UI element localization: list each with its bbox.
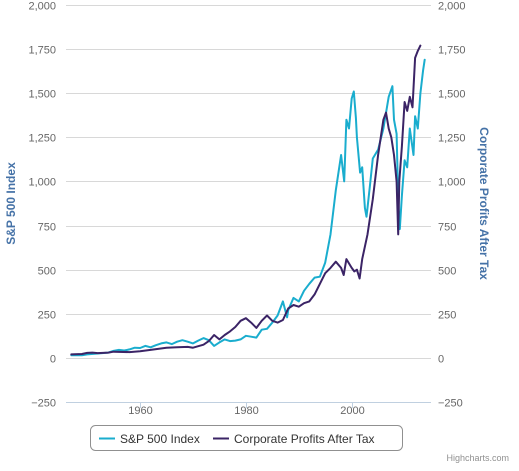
- y-left-tick-label: 1,250: [28, 133, 56, 145]
- y-right-tick-label: 1,250: [438, 133, 466, 145]
- y-left-tick-label: −250: [31, 398, 56, 410]
- credits-link[interactable]: Highcharts.com: [446, 453, 509, 463]
- series: [70, 44, 426, 357]
- legend-label-sp500: S&P 500 Index: [120, 432, 200, 446]
- legend-item-profits[interactable]: Corporate Profits After Tax: [213, 432, 375, 446]
- x-tick-label: 2000: [340, 405, 364, 417]
- y-axis-right-title: Corporate Profits After Tax: [477, 127, 491, 280]
- y-right-tick-label: −250: [438, 398, 463, 410]
- y-right-tick-label: 250: [438, 310, 456, 322]
- series-line-sp500[interactable]: [70, 58, 426, 357]
- y-right-tick-label: 1,750: [438, 45, 466, 57]
- x-tick-label: 1960: [128, 405, 152, 417]
- legend: S&P 500 Index Corporate Profits After Ta…: [90, 425, 403, 451]
- y-left-tick-label: 750: [38, 222, 56, 234]
- y-right-tick-label: 0: [438, 354, 444, 366]
- y-left-tick-label: 1,500: [28, 89, 56, 101]
- y-left-tick-label: 1,000: [28, 177, 56, 189]
- y-right-tick-label: 1,500: [438, 89, 466, 101]
- legend-label-profits: Corporate Profits After Tax: [234, 432, 375, 446]
- axes: −250 0 250 500 750 1,000 1,250 1,500 1,750 2,000 −…: [28, 1, 465, 418]
- grid: [66, 5, 431, 403]
- y-right-tick-label: 1,000: [438, 177, 466, 189]
- y-right-tick-label: 750: [438, 222, 456, 234]
- legend-box: [90, 425, 403, 451]
- y-right-tick-label: 500: [438, 266, 456, 278]
- y-left-tick-label: 250: [38, 310, 56, 322]
- series-line-profits[interactable]: [70, 44, 422, 356]
- y-axis-left-title: S&P 500 Index: [4, 162, 18, 245]
- legend-item-sp500[interactable]: S&P 500 Index: [99, 432, 200, 446]
- y-left-tick-label: 2,000: [28, 1, 56, 13]
- y-left-tick-label: 500: [38, 266, 56, 278]
- x-tick-label: 1980: [234, 405, 258, 417]
- y-left-tick-label: 0: [50, 354, 56, 366]
- y-left-tick-label: 1,750: [28, 45, 56, 57]
- y-right-tick-label: 2,000: [438, 1, 466, 13]
